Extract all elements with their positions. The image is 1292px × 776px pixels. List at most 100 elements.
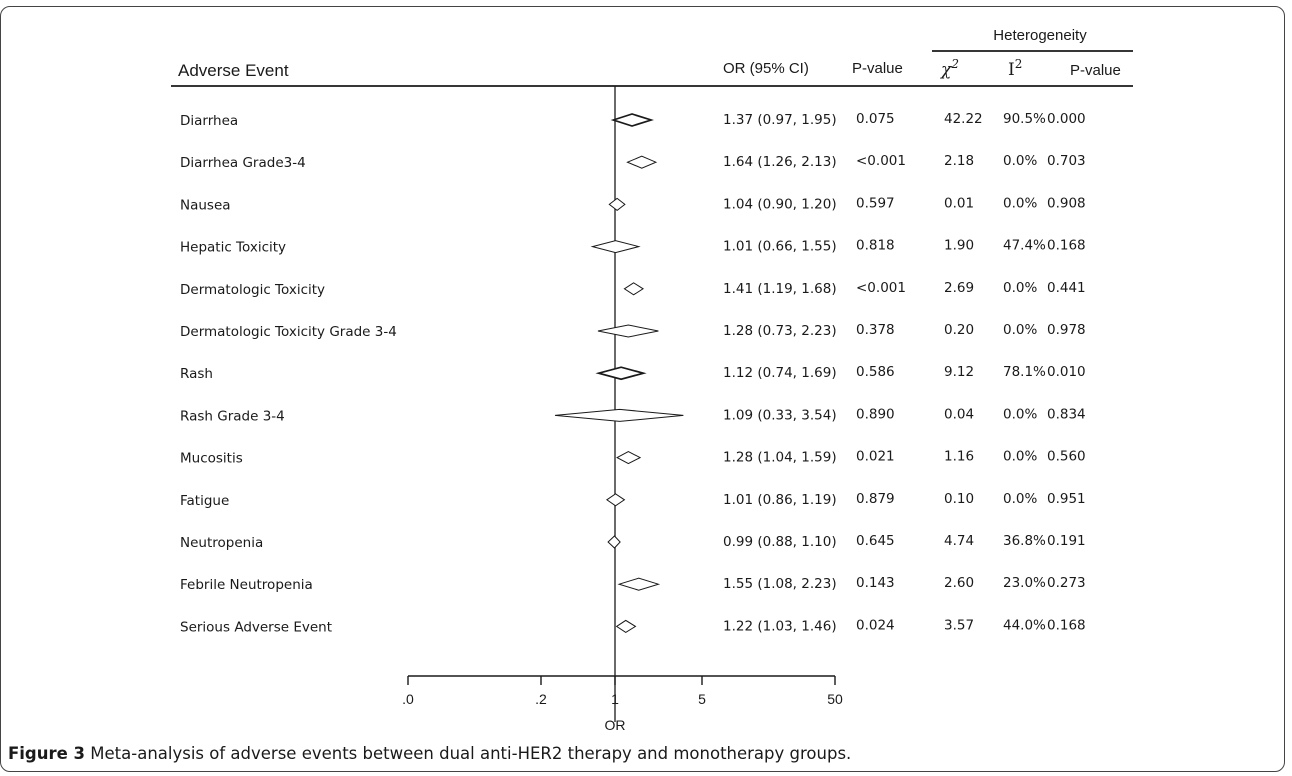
row-or-ci: 1.01 (0.66, 1.55) (723, 239, 837, 255)
or-diamond (617, 577, 661, 591)
forest-row: Mucositis 1.28 (1.04, 1.59) 0.021 1.16 0.0% 0… (180, 449, 1086, 467)
row-chi-square: 2.69 (944, 280, 974, 296)
row-het-p-value: 0.168 (1047, 238, 1086, 254)
row-or-ci: 1.04 (0.90, 1.20) (723, 196, 837, 212)
row-or-ci: 1.22 (1.03, 1.46) (723, 618, 837, 634)
x-tick-label: 50 (827, 691, 843, 707)
header-adverse-event: Adverse Event (178, 61, 289, 80)
x-axis: .0 .2 1 5 50 OR (402, 675, 843, 733)
row-p-value: 0.890 (856, 406, 895, 422)
row-het-p-value: 0.273 (1047, 575, 1086, 591)
forest-row: Neutropenia 0.99 (0.88, 1.10) 0.645 4.74 36.… (180, 533, 1086, 551)
row-chi-square: 2.60 (944, 575, 974, 591)
row-event-label: Fatigue (180, 493, 229, 509)
or-diamond (607, 535, 621, 549)
row-het-p-value: 0.703 (1047, 153, 1086, 169)
row-het-p-value: 0.908 (1047, 195, 1086, 211)
chi-symbol: χ (940, 60, 953, 80)
or-diamond (616, 451, 642, 465)
row-p-value: 0.378 (856, 322, 895, 338)
row-or-ci: 1.37 (0.97, 1.95) (723, 112, 837, 128)
row-het-p-value: 0.010 (1047, 364, 1086, 380)
forest-row: Diarrhea 1.37 (0.97, 1.95) 0.075 42.22 90.5%… (180, 111, 1086, 129)
row-event-label: Rash Grade 3-4 (180, 408, 285, 424)
forest-row: Rash 1.12 (0.74, 1.69) 0.586 9.12 78.1% 0.010 (180, 364, 1086, 382)
row-p-value: 0.143 (856, 575, 895, 591)
row-chi-square: 2.18 (944, 153, 974, 169)
row-i-square: 0.0% (1003, 280, 1037, 296)
row-chi-square: 0.01 (944, 195, 974, 211)
forest-rows: Diarrhea 1.37 (0.97, 1.95) 0.075 42.22 90.5%… (180, 86, 1086, 722)
row-or-ci: 1.28 (1.04, 1.59) (723, 450, 837, 466)
i-exponent: 2 (1015, 57, 1023, 71)
row-event-label: Nausea (180, 197, 231, 213)
row-or-ci: 1.41 (1.19, 1.68) (723, 281, 837, 297)
caption-label: Figure 3 (8, 744, 86, 763)
forest-row: Dermatologic Toxicity Grade 3-4 1.28 (0.7… (180, 322, 1086, 340)
row-p-value: 0.021 (856, 449, 895, 465)
row-or-ci: 1.01 (0.86, 1.19) (723, 492, 837, 508)
row-chi-square: 1.16 (944, 449, 974, 465)
row-or-ci: 1.12 (0.74, 1.69) (723, 365, 837, 381)
row-chi-square: 9.12 (944, 364, 974, 380)
row-p-value: <0.001 (856, 280, 906, 296)
row-i-square: 90.5% (1003, 111, 1046, 127)
header-chi-square: χ2 (940, 57, 959, 80)
row-i-square: 0.0% (1003, 195, 1037, 211)
row-chi-square: 1.90 (944, 238, 974, 254)
row-i-square: 0.0% (1003, 322, 1037, 338)
forest-row: Rash Grade 3-4 1.09 (0.33, 3.54) 0.890 0.04… (180, 406, 1086, 424)
row-p-value: 0.024 (856, 617, 895, 633)
row-chi-square: 0.04 (944, 406, 974, 422)
header-or-ci: OR (95% CI) (723, 60, 809, 77)
row-or-ci: 0.99 (0.88, 1.10) (723, 534, 837, 550)
x-tick-label: 5 (698, 691, 706, 707)
caption-text: Meta-analysis of adverse events between … (85, 744, 852, 763)
or-diamond (608, 197, 626, 212)
row-chi-square: 4.74 (944, 533, 974, 549)
header-heterogeneity: Heterogeneity (993, 27, 1087, 44)
figure-caption: Figure 3 Meta-analysis of adverse events… (8, 744, 851, 763)
row-i-square: 44.0% (1003, 617, 1046, 633)
row-event-label: Neutropenia (180, 535, 263, 551)
row-or-ci: 1.64 (1.26, 2.13) (723, 154, 837, 170)
x-axis-label: OR (605, 717, 626, 733)
row-chi-square: 3.57 (944, 617, 974, 633)
or-diamond (554, 408, 684, 422)
row-p-value: <0.001 (856, 153, 906, 169)
forest-row: Febrile Neutropenia 1.55 (1.08, 2.23) 0.14… (180, 575, 1086, 593)
row-event-label: Serious Adverse Event (180, 619, 332, 635)
row-event-label: Rash (180, 366, 213, 382)
row-or-ci: 1.28 (0.73, 2.23) (723, 323, 837, 339)
row-chi-square: 42.22 (944, 111, 983, 127)
row-or-ci: 1.09 (0.33, 3.54) (723, 407, 837, 423)
row-or-ci: 1.55 (1.08, 2.23) (723, 576, 837, 592)
row-het-p-value: 0.000 (1047, 111, 1086, 127)
row-event-label: Mucositis (180, 451, 243, 467)
or-diamond (605, 493, 626, 507)
row-chi-square: 0.20 (944, 322, 974, 338)
row-chi-square: 0.10 (944, 491, 974, 507)
forest-row: Hepatic Toxicity 1.01 (0.66, 1.55) 0.818 1.… (180, 238, 1086, 256)
row-i-square: 0.0% (1003, 449, 1037, 465)
row-event-label: Diarrhea (180, 113, 238, 129)
row-p-value: 0.586 (856, 364, 895, 380)
forest-row: Dermatologic Toxicity 1.41 (1.19, 1.68) <0… (180, 280, 1086, 298)
row-event-label: Dermatologic Toxicity (180, 282, 325, 298)
or-diamond (597, 324, 659, 338)
row-het-p-value: 0.560 (1047, 449, 1086, 465)
header-het-p-value: P-value (1070, 62, 1121, 79)
chi-exponent: 2 (950, 57, 959, 71)
row-p-value: 0.818 (856, 238, 895, 254)
x-tick-label: .0 (402, 691, 414, 707)
row-event-label: Hepatic Toxicity (180, 240, 286, 256)
row-i-square: 36.8% (1003, 533, 1046, 549)
i-symbol: I (1008, 60, 1015, 80)
row-p-value: 0.075 (856, 111, 895, 127)
forest-plot: Heterogeneity Adverse Event OR (95% CI) … (171, 27, 1133, 733)
forest-row: Serious Adverse Event 1.22 (1.03, 1.46) 0.… (180, 617, 1086, 635)
row-het-p-value: 0.834 (1047, 406, 1086, 422)
row-event-label: Diarrhea Grade3-4 (180, 155, 306, 171)
x-tick-label: 1 (611, 691, 619, 707)
row-i-square: 0.0% (1003, 406, 1037, 422)
